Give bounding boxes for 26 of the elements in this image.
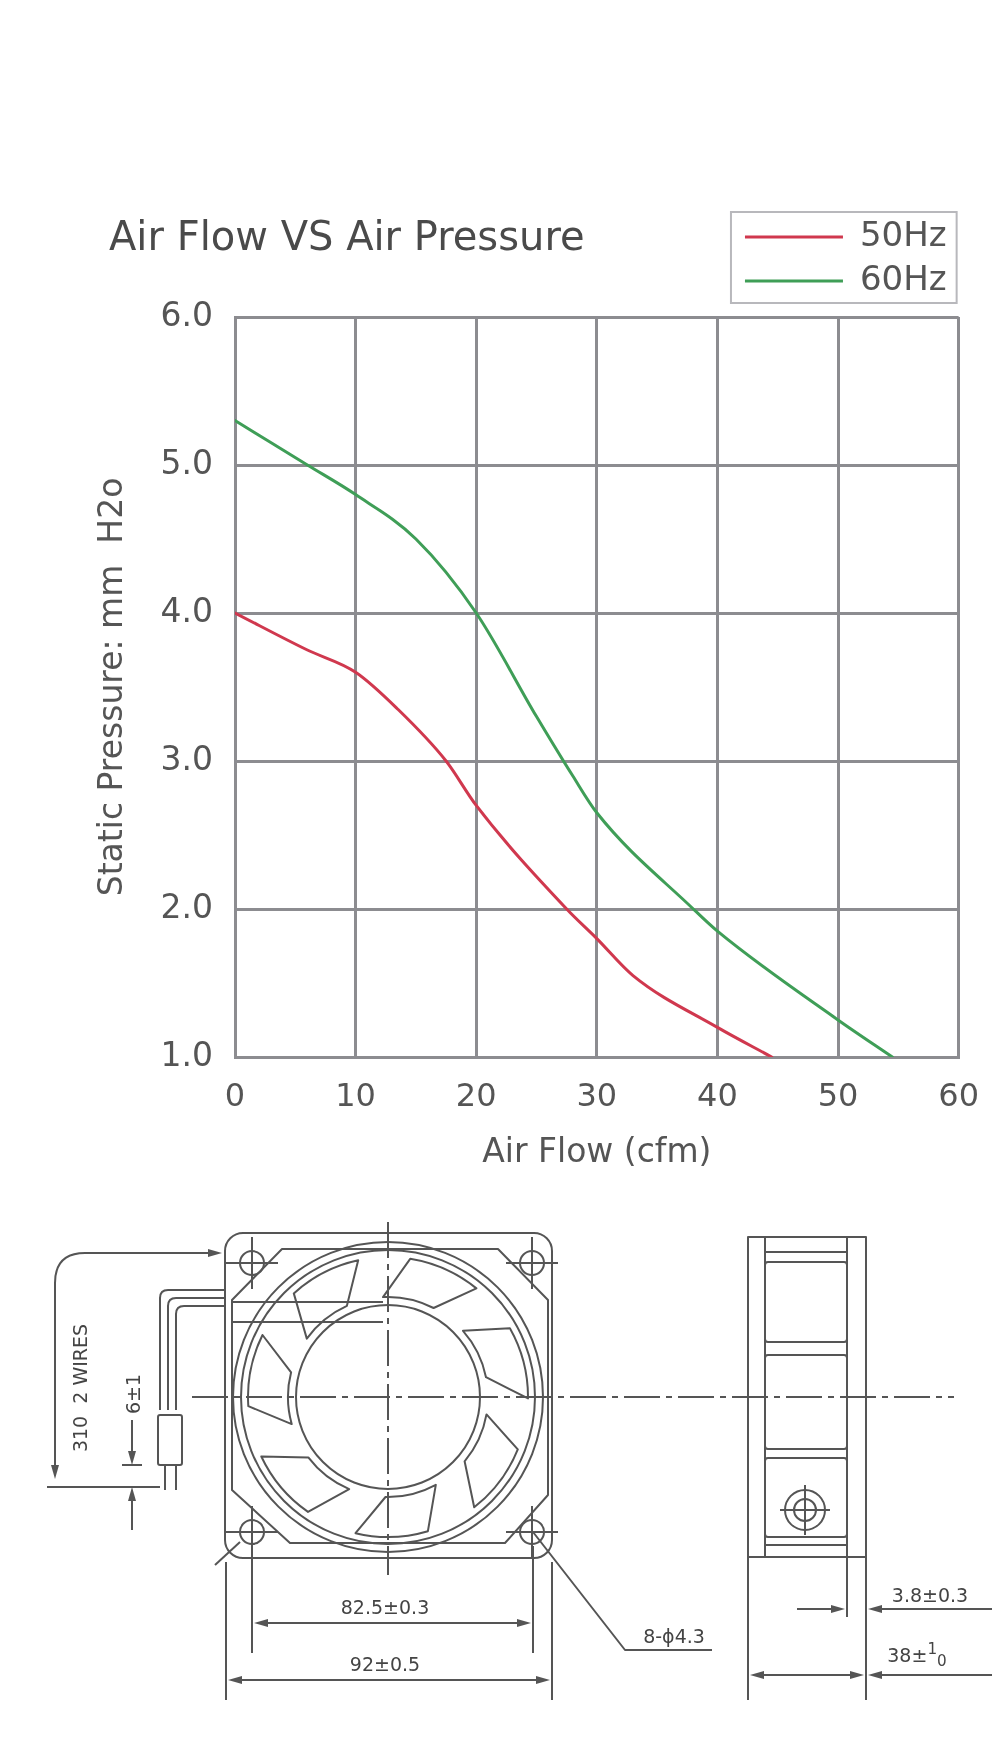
x-tick-label: 10 bbox=[335, 1075, 376, 1114]
text: 3.8±0.3 bbox=[891, 1583, 969, 1606]
y-tick-label: 1.0 bbox=[160, 1034, 213, 1074]
text: 92±0.5 bbox=[349, 1652, 421, 1675]
y-tick-label: 2.0 bbox=[160, 886, 213, 926]
line-series bbox=[235, 611, 774, 1057]
x-axis-title: Air Flow (cfm) bbox=[482, 1130, 712, 1170]
text: 6±1 bbox=[121, 1373, 144, 1415]
x-tick-label: 60 bbox=[938, 1075, 979, 1114]
x-tick-label: 0 bbox=[224, 1075, 246, 1114]
text: 310 2 WIRES bbox=[68, 1323, 91, 1453]
y-tick-label: 6.0 bbox=[160, 294, 213, 334]
y-tick-label: 4.0 bbox=[160, 590, 213, 630]
y-tick-label: 5.0 bbox=[160, 442, 213, 482]
text: 8-ϕ4.3 bbox=[643, 1624, 705, 1647]
text: 82.5±0.3 bbox=[340, 1595, 430, 1618]
x-tick-label: 40 bbox=[697, 1075, 738, 1114]
x-tick-label: 30 bbox=[576, 1075, 618, 1114]
x-tick-label: 50 bbox=[817, 1075, 859, 1114]
legend-label: 60Hz bbox=[859, 257, 947, 298]
chart-title: Air Flow VS Air Pressure bbox=[109, 213, 585, 260]
y-tick-label: 3.0 bbox=[160, 738, 213, 778]
y-axis-title: Static Pressure: mm H2o bbox=[91, 477, 131, 897]
line-series bbox=[235, 419, 894, 1057]
x-tick-label: 20 bbox=[455, 1075, 497, 1114]
legend-label: 50Hz bbox=[859, 213, 947, 254]
